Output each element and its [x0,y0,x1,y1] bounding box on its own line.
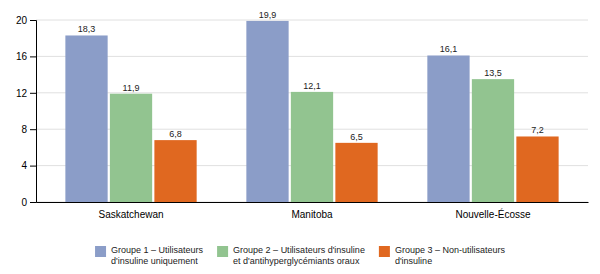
x-tick-label: Saskatchewan [98,209,163,220]
data-label: 13,5 [484,68,502,78]
data-label: 11,9 [123,83,140,93]
data-label: 19,9 [259,10,277,20]
x-tick-label: Nouvelle-Écosse [455,208,530,220]
y-tick-label: 16 [16,51,28,62]
y-tick: 20 [16,15,36,26]
y-tick-label: 8 [21,124,27,135]
plot: 18,3 19,9 16,1 11,9 12,1 13,5 6,8 6,5 7,2 0 4 8 12 16… [16,10,589,220]
legend-item: Groupe 3 – Non-utilisateursd'insuline [379,245,506,265]
y-axis: 0 4 8 12 16 20 [16,15,37,208]
bar [246,21,288,202]
y-tick-mark [30,166,36,167]
legend-swatch [379,246,390,257]
x-tick: Manitoba [291,209,333,220]
bars [65,21,558,202]
y-tick: 8 [21,124,36,135]
y-tick-mark [30,202,36,203]
y-axis-line [30,21,37,203]
bar [335,143,377,202]
x-tick: Nouvelle-Écosse [455,208,530,220]
y-tick: 0 [21,197,36,208]
x-tick: Saskatchewan [98,209,163,220]
y-tick: 16 [16,51,36,62]
data-label: 6,5 [350,132,363,142]
legend: Groupe 1 – Utilisateursd'insuline unique… [95,245,505,265]
grid [36,20,588,202]
data-label: 16,1 [440,44,458,54]
x-axis: Saskatchewan Manitoba Nouvelle-Écosse [37,203,589,221]
y-tick: 12 [16,88,36,99]
y-tick-label: 0 [21,197,27,208]
y-tick-mark [30,129,36,130]
y-tick-mark [30,20,36,21]
bar [516,136,558,202]
bar [110,94,152,202]
chart: 18,3 19,9 16,1 11,9 12,1 13,5 6,8 6,5 7,2 0 4 8 12 16… [0,0,600,274]
data-label: 6,8 [169,129,182,139]
legend-label: Groupe 2 – Utilisateurs d'insulineet d'a… [233,245,365,265]
data-labels: 18,3 19,9 16,1 11,9 12,1 13,5 6,8 6,5 7,2 [78,10,544,142]
legend-item: Groupe 1 – Utilisateursd'insuline unique… [95,245,204,265]
bar [472,79,514,202]
data-label: 7,2 [531,125,544,135]
y-tick-label: 4 [21,160,27,171]
y-tick-mark [30,93,36,94]
bar [154,140,196,202]
grid-line [36,56,588,57]
data-label: 18,3 [78,24,96,34]
legend-swatch [217,246,228,257]
legend-label: Groupe 1 – Utilisateursd'insuline unique… [111,245,204,265]
y-tick: 4 [21,160,36,171]
y-tick-label: 12 [16,88,28,99]
legend-label: Groupe 3 – Non-utilisateursd'insuline [395,245,506,265]
y-tick-label: 20 [16,15,28,26]
y-tick-mark [30,56,36,57]
data-label: 12,1 [303,81,321,91]
legend-item: Groupe 2 – Utilisateurs d'insulineet d'a… [217,245,365,265]
bar [291,92,333,202]
grid-line [36,20,588,21]
x-tick-label: Manitoba [291,209,333,220]
bar [427,55,469,202]
legend-swatch [95,246,106,257]
bar [65,35,107,202]
x-axis-line [37,202,589,203]
